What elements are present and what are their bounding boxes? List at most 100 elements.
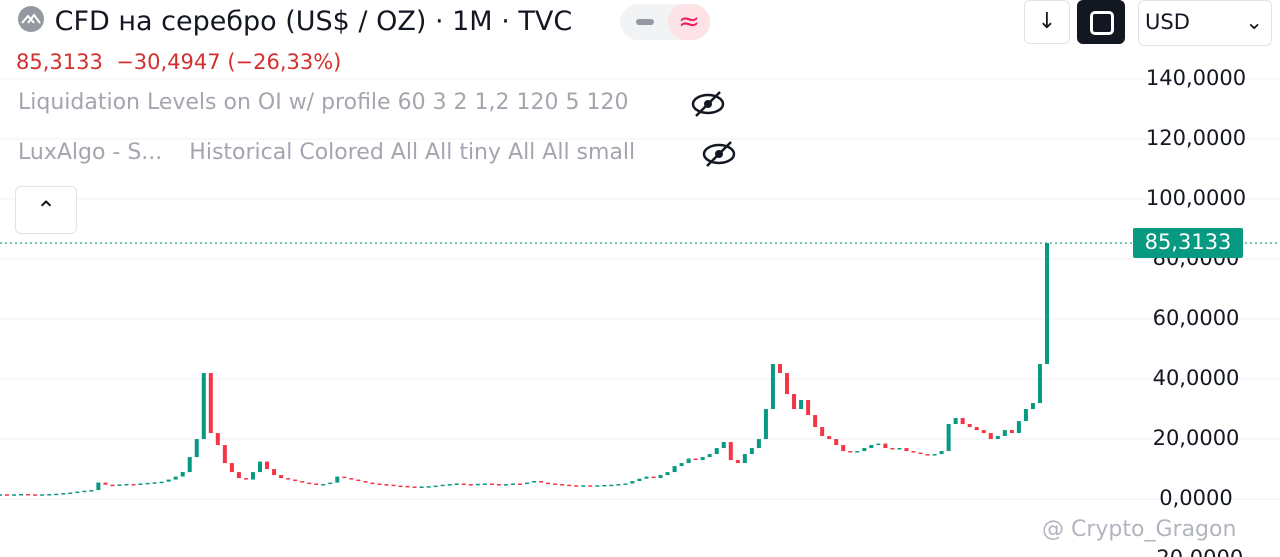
candle xyxy=(1037,364,1042,404)
candle xyxy=(468,484,473,486)
candle xyxy=(356,479,361,482)
candle xyxy=(539,481,544,483)
hide-icon[interactable] xyxy=(699,138,739,170)
fullscreen-button[interactable] xyxy=(1077,0,1125,44)
candle xyxy=(763,409,768,440)
candle xyxy=(47,493,52,496)
candle xyxy=(911,451,916,453)
title-text: CFD на серебро (US$ / OZ) · 1M · TVC xyxy=(54,6,573,37)
candle xyxy=(117,484,122,486)
candle xyxy=(602,484,607,487)
collapse-button[interactable]: ⌃ xyxy=(15,186,77,234)
candle xyxy=(904,448,909,452)
candle xyxy=(257,461,262,473)
candle xyxy=(166,479,171,482)
candle xyxy=(482,483,487,485)
candle xyxy=(827,436,832,440)
toggle[interactable]: ≈ xyxy=(620,4,710,40)
candle xyxy=(286,478,291,480)
candle xyxy=(19,493,24,496)
candle xyxy=(567,484,572,487)
candle xyxy=(939,451,944,455)
candle xyxy=(1030,403,1035,410)
candle xyxy=(946,424,951,452)
candle xyxy=(26,493,31,496)
candle xyxy=(89,490,94,492)
candle xyxy=(159,481,164,484)
candle xyxy=(250,472,255,480)
candle xyxy=(300,481,305,483)
candle xyxy=(890,448,895,450)
candle xyxy=(974,427,979,431)
candle xyxy=(862,448,867,452)
candle xyxy=(96,482,101,491)
hide-icon[interactable] xyxy=(688,88,728,120)
indicator[interactable]: Liquidation Levels on OI w/ profile 60 3… xyxy=(18,90,629,115)
currency-select[interactable]: USD ⌄ xyxy=(1138,0,1272,46)
candle xyxy=(510,483,515,485)
candle xyxy=(735,460,740,464)
indicator-settings: Historical Colored All All tiny All All … xyxy=(189,140,636,165)
candle xyxy=(208,373,213,434)
candle xyxy=(742,454,747,464)
candle xyxy=(869,445,874,449)
indicator-name: Liquidation Levels on OI w/ profile 60 3… xyxy=(18,90,629,115)
candle xyxy=(770,364,775,410)
candle xyxy=(103,482,108,485)
candle xyxy=(777,364,782,374)
candle xyxy=(953,418,958,425)
download-button[interactable]: ↓ xyxy=(1024,0,1070,44)
candle xyxy=(546,482,551,485)
candle xyxy=(328,482,333,485)
candle xyxy=(229,463,234,473)
candle xyxy=(679,463,684,467)
candle xyxy=(651,476,656,479)
candle xyxy=(384,484,389,486)
candle xyxy=(820,427,825,437)
candle xyxy=(637,478,642,482)
candle xyxy=(265,461,270,470)
candle xyxy=(293,479,298,482)
candle xyxy=(792,394,797,410)
candle xyxy=(454,483,459,485)
last-price-tag xyxy=(1133,228,1243,259)
candle xyxy=(841,445,846,452)
price: 85,3133 xyxy=(16,50,103,74)
candle xyxy=(412,486,417,488)
candle xyxy=(855,451,860,453)
y-tick-label: 120,0000 xyxy=(1146,126,1246,150)
candle xyxy=(630,481,635,484)
indicator[interactable]: LuxAlgo - S... Historical Colored All Al… xyxy=(18,140,635,165)
y-tick-label: -20,0000 xyxy=(1149,546,1243,557)
candle xyxy=(785,373,790,395)
candle xyxy=(967,424,972,428)
candle xyxy=(623,483,628,485)
candle xyxy=(560,484,565,486)
candle xyxy=(426,486,431,488)
y-tick-label: 20,0000 xyxy=(1153,426,1240,450)
candle xyxy=(187,457,192,473)
chart-title: CFD на серебро (US$ / OZ) · 1M · TVC xyxy=(16,4,572,37)
candle xyxy=(756,439,761,449)
candle xyxy=(447,484,452,486)
candle xyxy=(440,484,445,487)
candle xyxy=(222,445,227,464)
candle xyxy=(496,484,501,486)
candle xyxy=(236,472,241,479)
candle xyxy=(272,469,277,476)
candle xyxy=(335,476,340,483)
candle xyxy=(419,486,424,488)
candle xyxy=(243,478,248,480)
candle xyxy=(1023,409,1028,422)
candle xyxy=(342,476,347,479)
candle xyxy=(925,454,930,456)
candle xyxy=(0,494,2,496)
candle xyxy=(152,482,157,484)
candle xyxy=(581,485,586,487)
candle xyxy=(532,481,537,483)
candle xyxy=(5,494,10,496)
candle xyxy=(672,466,677,473)
candle xyxy=(883,443,888,449)
candle xyxy=(1009,430,1014,434)
